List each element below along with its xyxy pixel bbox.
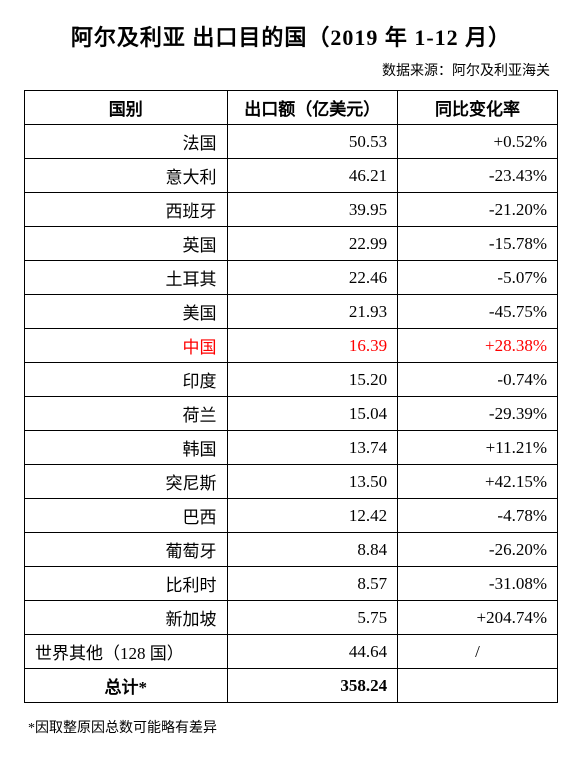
cell-country: 法国 [25, 125, 228, 159]
cell-change: -15.78% [398, 227, 558, 261]
cell-change: -23.43% [398, 159, 558, 193]
table-row: 意大利46.21-23.43% [25, 159, 558, 193]
table-row-other: 世界其他（128 国）44.64/ [25, 635, 558, 669]
cell-value: 50.53 [227, 125, 398, 159]
table-row: 突尼斯13.50+42.15% [25, 465, 558, 499]
cell-change: / [398, 635, 558, 669]
cell-country: 巴西 [25, 499, 228, 533]
cell-value: 16.39 [227, 329, 398, 363]
cell-change: -31.08% [398, 567, 558, 601]
cell-value: 15.20 [227, 363, 398, 397]
cell-total-label: 总计* [25, 669, 228, 703]
cell-country: 世界其他（128 国） [25, 635, 228, 669]
cell-value: 21.93 [227, 295, 398, 329]
table-row: 新加坡5.75+204.74% [25, 601, 558, 635]
table-row: 英国22.99-15.78% [25, 227, 558, 261]
table-row: 法国50.53+0.52% [25, 125, 558, 159]
cell-country: 美国 [25, 295, 228, 329]
table-row: 比利时8.57-31.08% [25, 567, 558, 601]
cell-country: 葡萄牙 [25, 533, 228, 567]
cell-change: -4.78% [398, 499, 558, 533]
cell-change: +11.21% [398, 431, 558, 465]
cell-change: -26.20% [398, 533, 558, 567]
cell-value: 8.57 [227, 567, 398, 601]
cell-country: 突尼斯 [25, 465, 228, 499]
table-row-total: 总计*358.24 [25, 669, 558, 703]
table-row: 美国21.93-45.75% [25, 295, 558, 329]
cell-country: 中国 [25, 329, 228, 363]
cell-change: -45.75% [398, 295, 558, 329]
col-value: 出口额（亿美元） [227, 91, 398, 125]
cell-value: 22.46 [227, 261, 398, 295]
table-row: 中国16.39+28.38% [25, 329, 558, 363]
cell-country: 意大利 [25, 159, 228, 193]
cell-change: -29.39% [398, 397, 558, 431]
table-header-row: 国别 出口额（亿美元） 同比变化率 [25, 91, 558, 125]
cell-country: 韩国 [25, 431, 228, 465]
page-title: 阿尔及利亚 出口目的国（2019 年 1-12 月） [24, 20, 558, 52]
cell-total-change [398, 669, 558, 703]
table-row: 葡萄牙8.84-26.20% [25, 533, 558, 567]
cell-country: 英国 [25, 227, 228, 261]
col-change: 同比变化率 [398, 91, 558, 125]
table-row: 韩国13.74+11.21% [25, 431, 558, 465]
col-country: 国别 [25, 91, 228, 125]
cell-country: 新加坡 [25, 601, 228, 635]
cell-value: 12.42 [227, 499, 398, 533]
cell-change: +28.38% [398, 329, 558, 363]
cell-value: 44.64 [227, 635, 398, 669]
cell-change: -5.07% [398, 261, 558, 295]
table-row: 土耳其22.46-5.07% [25, 261, 558, 295]
cell-country: 荷兰 [25, 397, 228, 431]
cell-value: 22.99 [227, 227, 398, 261]
table-row: 荷兰15.04-29.39% [25, 397, 558, 431]
cell-value: 39.95 [227, 193, 398, 227]
cell-value: 15.04 [227, 397, 398, 431]
cell-value: 13.50 [227, 465, 398, 499]
cell-country: 印度 [25, 363, 228, 397]
cell-change: +42.15% [398, 465, 558, 499]
cell-value: 46.21 [227, 159, 398, 193]
footnote: *因取整原因总数可能略有差异 [24, 717, 558, 737]
cell-total-value: 358.24 [227, 669, 398, 703]
table-row: 巴西12.42-4.78% [25, 499, 558, 533]
table-row: 印度15.20-0.74% [25, 363, 558, 397]
cell-change: +204.74% [398, 601, 558, 635]
cell-country: 比利时 [25, 567, 228, 601]
export-table: 国别 出口额（亿美元） 同比变化率 法国50.53+0.52%意大利46.21-… [24, 90, 558, 703]
cell-change: -0.74% [398, 363, 558, 397]
cell-value: 13.74 [227, 431, 398, 465]
cell-value: 8.84 [227, 533, 398, 567]
cell-value: 5.75 [227, 601, 398, 635]
cell-change: -21.20% [398, 193, 558, 227]
table-row: 西班牙39.95-21.20% [25, 193, 558, 227]
cell-country: 土耳其 [25, 261, 228, 295]
cell-country: 西班牙 [25, 193, 228, 227]
cell-change: +0.52% [398, 125, 558, 159]
data-source: 数据来源：阿尔及利亚海关 [24, 60, 558, 80]
